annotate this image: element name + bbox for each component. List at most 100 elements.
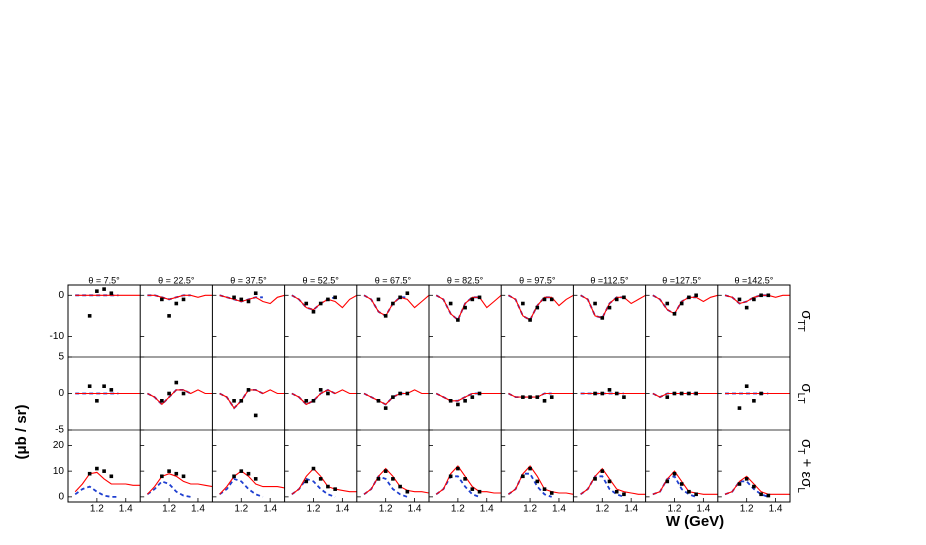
- data-point: [109, 474, 114, 479]
- panel: [75, 384, 141, 403]
- data-point: [326, 391, 330, 396]
- red-curve: [219, 470, 285, 495]
- data-point: [528, 318, 532, 322]
- x-tick-label: 1.2: [307, 504, 321, 515]
- x-tick-label: 1.4: [263, 504, 277, 515]
- x-tick-label: 1.2: [523, 504, 537, 515]
- data-point: [383, 469, 388, 473]
- data-point: [391, 477, 395, 481]
- column-title: θ = 7.5°: [88, 275, 120, 285]
- red-curve: [508, 465, 574, 495]
- panel: [435, 465, 502, 498]
- x-tick-label: 1.2: [90, 504, 104, 515]
- row-label: σLT: [795, 383, 815, 403]
- column-title: θ = 22.5°: [158, 275, 195, 285]
- x-tick-label: 1.4: [335, 504, 349, 515]
- data-point: [665, 479, 670, 484]
- panel: [146, 469, 213, 498]
- panel: [724, 293, 790, 310]
- column-title: θ =127.5°: [662, 275, 701, 285]
- data-point: [405, 489, 410, 494]
- data-point: [102, 469, 106, 473]
- data-point: [405, 391, 410, 396]
- x-tick-label: 1.4: [769, 504, 783, 515]
- x-tick-label: 1.4: [480, 504, 494, 515]
- data-point: [109, 291, 114, 296]
- data-point: [333, 487, 337, 491]
- data-point: [521, 395, 525, 399]
- data-point: [311, 309, 316, 314]
- data-point: [752, 484, 756, 489]
- data-point: [470, 395, 475, 399]
- data-point: [607, 305, 612, 310]
- data-point: [391, 301, 395, 306]
- panel: [580, 467, 646, 498]
- data-point: [181, 474, 186, 479]
- column-title: θ = 67.5°: [375, 275, 412, 285]
- data-point: [376, 297, 381, 302]
- panel: [291, 466, 357, 498]
- red-curve: [508, 294, 574, 321]
- data-point: [679, 391, 684, 396]
- data-point: [87, 471, 92, 476]
- y-tick-label: -10: [50, 331, 65, 342]
- data-point: [600, 391, 605, 396]
- red-curve: [508, 392, 574, 398]
- red-curve: [363, 467, 429, 495]
- data-point: [456, 318, 460, 322]
- data-point: [167, 391, 171, 396]
- data-point: [95, 399, 99, 403]
- data-point: [737, 482, 742, 486]
- column-title: θ = 82.5°: [447, 275, 484, 285]
- data-point: [766, 493, 771, 498]
- panel: [435, 294, 502, 322]
- data-point: [542, 297, 547, 302]
- data-point: [694, 492, 698, 497]
- data-point: [672, 312, 677, 316]
- data-point: [102, 384, 106, 388]
- data-point: [246, 299, 251, 304]
- data-point: [376, 399, 381, 403]
- data-point: [528, 466, 532, 471]
- data-point: [398, 295, 402, 300]
- data-point: [232, 399, 236, 403]
- data-point: [318, 388, 323, 392]
- panel: [363, 291, 429, 318]
- x-tick-label: 1.2: [595, 504, 609, 515]
- data-point: [622, 395, 626, 399]
- data-point: [246, 388, 251, 392]
- data-point: [521, 474, 525, 479]
- data-point: [614, 391, 619, 396]
- data-point: [744, 477, 749, 481]
- data-point: [744, 305, 749, 310]
- panel: [724, 475, 790, 498]
- data-point: [448, 301, 453, 306]
- data-point: [694, 293, 698, 298]
- panel: [146, 380, 213, 406]
- data-point: [318, 301, 323, 306]
- panel: [580, 294, 646, 320]
- data-point: [672, 391, 677, 396]
- data-point: [752, 297, 756, 302]
- row-label-part: L: [795, 487, 806, 493]
- data-point: [744, 384, 749, 388]
- data-point: [109, 388, 114, 392]
- panel: [219, 388, 285, 418]
- red-curve: [291, 467, 357, 495]
- data-point: [376, 477, 381, 481]
- panel: [507, 465, 574, 498]
- x-tick-label: 1.2: [740, 504, 754, 515]
- data-point: [102, 287, 106, 291]
- panel: [363, 467, 429, 498]
- data-point: [160, 297, 164, 302]
- data-point: [448, 474, 453, 479]
- panel: [219, 291, 285, 305]
- red-curve: [74, 471, 141, 493]
- data-point: [87, 314, 92, 318]
- data-point: [239, 469, 244, 473]
- data-point: [672, 471, 677, 476]
- data-point: [246, 471, 251, 476]
- data-point: [477, 391, 482, 396]
- data-point: [160, 474, 164, 479]
